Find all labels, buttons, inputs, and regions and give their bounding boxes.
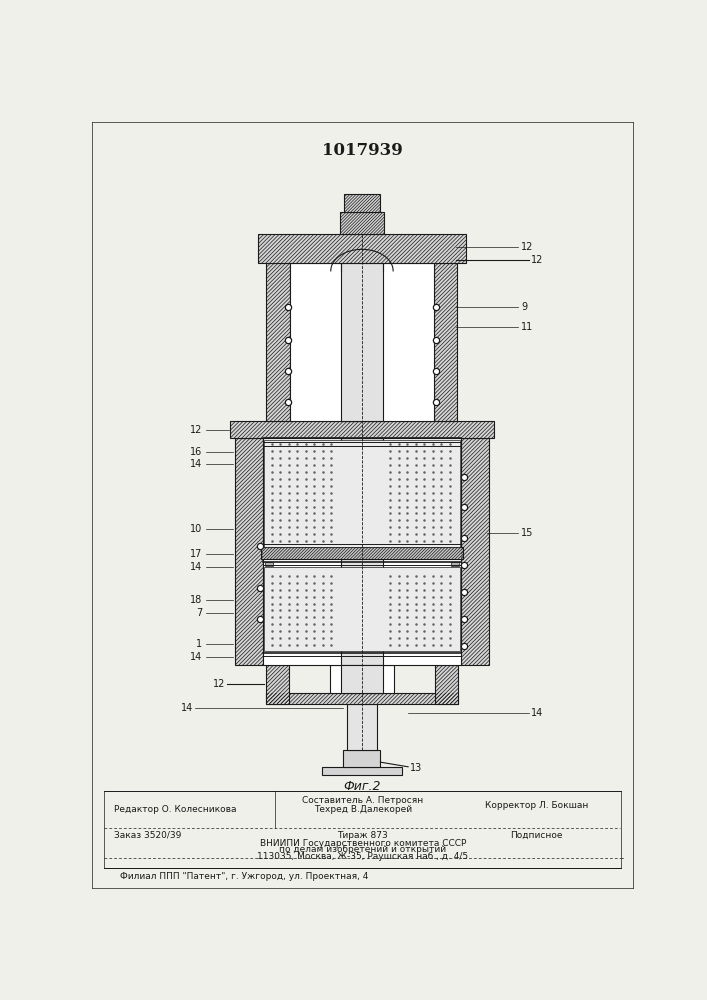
Text: Составитель А. Петросян: Составитель А. Петросян — [302, 796, 423, 805]
Bar — [341, 665, 382, 693]
Bar — [461, 438, 489, 665]
Text: 14: 14 — [530, 708, 543, 718]
Text: Корректор Л. Бокшан: Корректор Л. Бокшан — [485, 801, 588, 810]
Text: ВНИИПИ Государственного комитета СССР: ВНИИПИ Государственного комитета СССР — [259, 839, 466, 848]
Text: 14: 14 — [181, 703, 193, 713]
Text: 12: 12 — [521, 242, 534, 252]
Text: 11: 11 — [521, 322, 534, 332]
Text: по делам изобретений и открытий: по делам изобретений и открытий — [279, 845, 446, 854]
Text: 113035, Москва, Ж-35, Раушская наб., д. 4/5: 113035, Москва, Ж-35, Раушская наб., д. … — [257, 852, 468, 861]
Bar — [258, 234, 466, 263]
Bar — [344, 194, 380, 212]
Text: 1: 1 — [197, 639, 203, 649]
Bar — [266, 693, 458, 704]
Bar — [346, 704, 378, 750]
Bar — [266, 665, 288, 704]
Text: 14: 14 — [190, 652, 203, 662]
Bar — [339, 212, 385, 234]
Text: 12: 12 — [213, 679, 225, 689]
Bar — [434, 263, 457, 421]
Text: 14: 14 — [190, 562, 203, 572]
Text: Фиг.2: Фиг.2 — [343, 780, 380, 793]
Bar — [264, 567, 460, 651]
Bar — [330, 665, 394, 693]
Text: 17: 17 — [190, 549, 203, 559]
Text: Заказ 3520/39: Заказ 3520/39 — [115, 831, 182, 840]
Bar — [344, 750, 380, 767]
Bar — [267, 263, 290, 421]
Bar — [266, 693, 458, 704]
Bar — [262, 438, 461, 665]
Bar — [258, 234, 466, 263]
Bar — [341, 438, 382, 665]
Bar — [322, 767, 402, 774]
Text: 9: 9 — [521, 302, 527, 312]
Text: Подписное: Подписное — [510, 831, 563, 840]
Bar — [451, 562, 459, 566]
Bar — [435, 665, 458, 704]
Bar — [235, 438, 262, 665]
Bar — [344, 194, 380, 212]
Text: Техред В.Далекорей: Техред В.Далекорей — [314, 805, 411, 814]
Bar — [230, 421, 493, 438]
Text: Тираж 873: Тираж 873 — [337, 831, 388, 840]
Text: 14: 14 — [190, 459, 203, 469]
Bar — [461, 438, 489, 665]
Bar — [339, 212, 385, 234]
Bar — [261, 547, 463, 559]
Bar — [290, 263, 434, 421]
Bar — [267, 263, 290, 421]
Text: 18: 18 — [190, 595, 203, 605]
Text: 16: 16 — [190, 447, 203, 457]
Text: 10: 10 — [190, 524, 203, 534]
Bar — [261, 547, 463, 559]
Bar — [265, 562, 273, 566]
Bar — [230, 421, 493, 438]
Text: 7: 7 — [197, 608, 203, 618]
Text: 13: 13 — [409, 763, 422, 773]
Bar — [235, 438, 262, 665]
Text: 12: 12 — [530, 255, 543, 265]
Bar — [266, 665, 288, 704]
Bar — [341, 263, 382, 421]
Text: 15: 15 — [521, 528, 534, 538]
Bar — [435, 665, 458, 704]
Bar — [264, 440, 460, 547]
Text: 12: 12 — [190, 425, 203, 435]
Text: 1017939: 1017939 — [322, 142, 402, 159]
Text: Филиал ППП "Патент", г. Ужгород, ул. Проектная, 4: Филиал ППП "Патент", г. Ужгород, ул. Про… — [120, 872, 368, 881]
Bar — [434, 263, 457, 421]
Text: Редактор О. Колесникова: Редактор О. Колесникова — [114, 805, 236, 814]
